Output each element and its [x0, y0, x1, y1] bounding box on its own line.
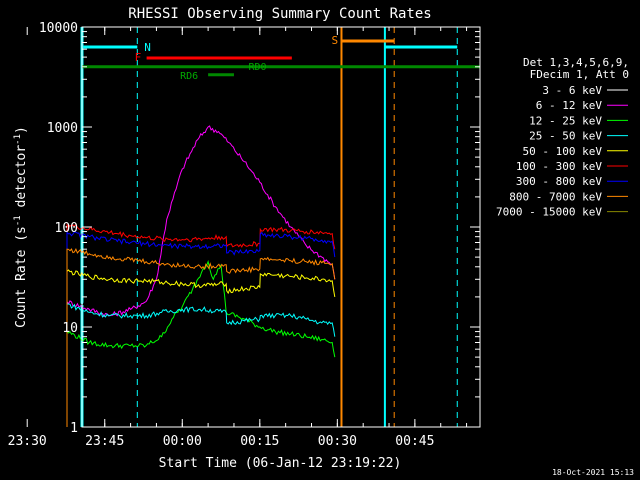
x-tick-label: 00:45 [395, 434, 434, 449]
legend-entry-label: 25 - 50 keV [529, 130, 602, 143]
legend-entry-label: 100 - 300 keV [516, 160, 602, 173]
series-line-4 [66, 269, 336, 427]
y-tick-label: 10000 [39, 21, 78, 36]
legend-header-line: Det 1,3,4,5,6,9, [523, 56, 629, 69]
flare-label: F [135, 51, 142, 64]
y-tick-label: 1 [70, 421, 78, 436]
y-axis-ticks: 1 10 100 1000 10000 [39, 21, 480, 436]
series-line-6 [66, 231, 336, 427]
legend-entry-label: 6 - 12 keV [536, 99, 603, 112]
rd0-label: RD0 [248, 62, 266, 73]
legend-entry-label: 300 - 800 keV [516, 175, 602, 188]
legend-entry-label: 50 - 100 keV [523, 145, 603, 158]
y-axis-label-mid: detector [14, 145, 29, 216]
series-line-5 [66, 223, 336, 427]
series-line-2 [66, 260, 336, 427]
annotation-layer: N S F RD0 RD6 [80, 27, 480, 427]
y-axis-label-end: ) [14, 126, 29, 134]
y-axis-label-sup2: -1 [13, 134, 23, 145]
series-line-7 [66, 248, 336, 427]
x-tick-label: 00:00 [163, 434, 202, 449]
y-tick-label: 10 [62, 321, 78, 336]
y-tick-label: 100 [55, 221, 78, 236]
series-layer [66, 123, 336, 427]
y-axis-label: Count Rate (s-1 detector-1) [13, 126, 29, 328]
y-tick-label: 1000 [47, 121, 78, 136]
legend-header-line: FDecim 1, Att 0 [530, 68, 629, 81]
y-axis-label-main: Count Rate (s [14, 226, 29, 328]
legend-entry-label: 800 - 7000 keV [509, 190, 602, 203]
saa-label: S [331, 34, 338, 47]
y-axis-label-sup1: -1 [13, 215, 23, 226]
legend-entry-label: 3 - 6 keV [542, 84, 602, 97]
footer-timestamp: 18-Oct-2021 15:13 [552, 468, 634, 477]
x-tick-label: 00:30 [318, 434, 357, 449]
legend-entry-label: 7000 - 15000 keV [496, 206, 602, 219]
x-tick-label: 00:15 [240, 434, 279, 449]
x-tick-label: 23:45 [85, 434, 124, 449]
x-axis-ticks: 23:30 23:45 00:00 00:15 00:30 00:45 [8, 27, 468, 449]
legend: Det 1,3,4,5,6,9,FDecim 1, Att 0 3 - 6 keV… [496, 56, 629, 219]
chart-title: RHESSI Observing Summary Count Rates [128, 6, 431, 22]
x-tick-label: 23:30 [8, 434, 47, 449]
x-axis-label: Start Time (06-Jan-12 23:19:22) [159, 456, 402, 471]
series-line-3 [66, 303, 336, 427]
legend-entry-label: 12 - 25 keV [529, 114, 602, 127]
series-line-0 [66, 123, 336, 427]
rd6-label: RD6 [180, 71, 198, 82]
night-label: N [144, 41, 151, 54]
